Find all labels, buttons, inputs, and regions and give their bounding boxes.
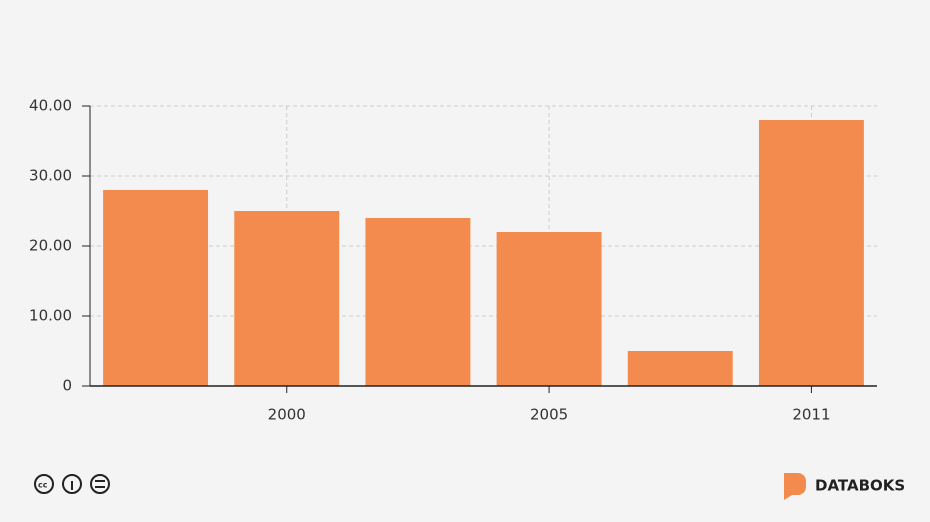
bar bbox=[627, 351, 733, 386]
x-tick-label: 2011 bbox=[792, 406, 830, 424]
brand-name: DATABOKS bbox=[815, 477, 905, 495]
bar bbox=[365, 218, 471, 386]
brand-logo bbox=[784, 473, 806, 500]
bar bbox=[496, 232, 602, 386]
bar bbox=[758, 120, 864, 386]
y-tick-label: 10.00 bbox=[29, 307, 72, 325]
y-tick-label: 20.00 bbox=[29, 237, 72, 255]
x-tick-label: 2000 bbox=[268, 406, 306, 424]
cc-text: cc bbox=[38, 481, 48, 490]
bar bbox=[103, 190, 209, 386]
y-tick-label: 30.00 bbox=[29, 167, 72, 185]
y-tick-label: 40.00 bbox=[29, 97, 72, 115]
license-icons bbox=[34, 474, 110, 494]
y-tick-label: 0 bbox=[62, 377, 72, 395]
bar bbox=[234, 211, 340, 386]
x-tick-label: 2005 bbox=[530, 406, 568, 424]
